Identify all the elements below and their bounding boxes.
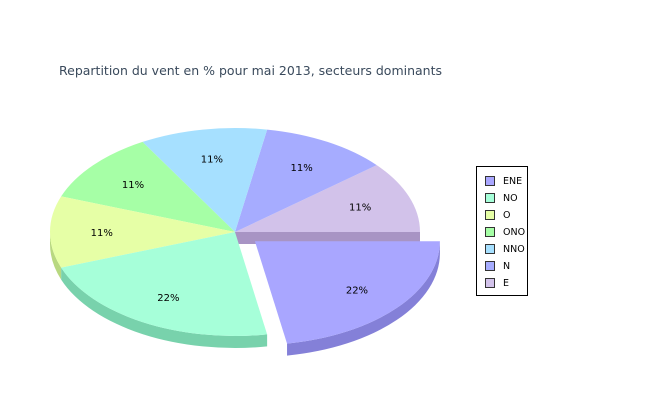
pie-slice-nno — [142, 128, 268, 232]
legend-item-n: N — [485, 260, 510, 272]
pie-label-nno: 11% — [201, 154, 223, 165]
legend-label: E — [503, 277, 510, 289]
legend-label: ONO — [503, 226, 526, 238]
pie-slice-no — [61, 232, 268, 336]
pie-slice-side-o — [50, 232, 62, 280]
pie-label-o: 11% — [91, 228, 113, 239]
pie-label-ono: 11% — [122, 180, 144, 191]
legend-item-nno: NNO — [485, 243, 525, 255]
pie-slice-side-no — [61, 267, 268, 348]
chart-legend: ENE NO O ONO NNO N E — [476, 166, 528, 296]
pie-label-ene: 22% — [346, 285, 368, 296]
pie-slice-n — [235, 129, 377, 232]
legend-label: NO — [503, 192, 518, 204]
legend-swatch — [485, 244, 495, 254]
pie-label-n: 11% — [290, 163, 312, 174]
legend-label: NNO — [503, 243, 525, 255]
pie-slice-ono — [61, 141, 236, 232]
pie-slice-e — [235, 165, 420, 232]
legend-item-e: E — [485, 277, 509, 289]
legend-item-ene: ENE — [485, 175, 522, 187]
legend-swatch — [485, 278, 495, 288]
legend-item-no: NO — [485, 192, 518, 204]
pie-slice-ene — [254, 241, 440, 344]
legend-item-o: O — [485, 209, 510, 221]
legend-swatch — [485, 227, 495, 237]
legend-swatch — [485, 261, 495, 271]
legend-label: N — [503, 260, 511, 272]
legend-swatch — [485, 193, 495, 203]
legend-swatch — [485, 210, 495, 220]
legend-label: O — [503, 209, 511, 221]
chart-title: Repartition du vent en % pour mai 2013, … — [59, 63, 443, 78]
pie-slice-wall-e — [235, 232, 420, 244]
pie-label-e: 11% — [349, 202, 371, 213]
legend-swatch — [485, 176, 495, 186]
pie-label-no: 22% — [157, 293, 179, 304]
legend-item-ono: ONO — [485, 226, 525, 238]
pie-slice-side-ene — [287, 241, 440, 356]
pie-slice-o — [49, 196, 235, 268]
legend-label: ENE — [503, 175, 523, 187]
